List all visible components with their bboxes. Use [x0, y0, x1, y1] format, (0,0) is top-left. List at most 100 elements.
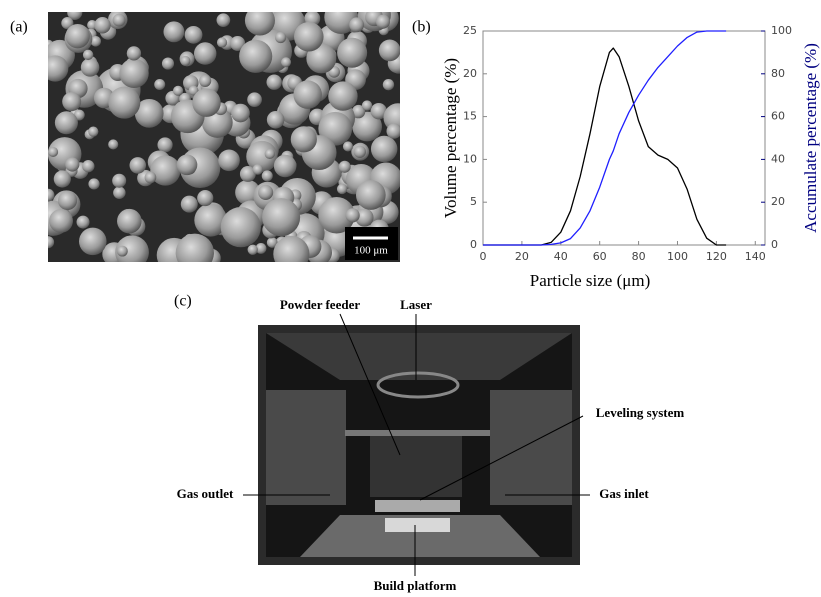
particle [177, 154, 198, 175]
particle [339, 161, 351, 173]
figure: (a) (b) (c) 100 μm Particle size (μm) Vo… [0, 0, 821, 597]
particle [62, 92, 81, 111]
particle [55, 111, 78, 134]
particle [274, 155, 297, 178]
annotation: Powder feeder [280, 297, 360, 312]
y2-tick-label: 0 [771, 238, 778, 251]
y2-tick-label: 60 [771, 110, 785, 123]
particle [337, 38, 367, 68]
x-tick-label: 120 [706, 250, 727, 263]
particle [199, 75, 211, 87]
particle [119, 59, 148, 88]
particle [356, 180, 386, 210]
particle [108, 139, 118, 149]
particle [349, 17, 364, 32]
y2-tick-label: 20 [771, 195, 785, 208]
particle [275, 32, 286, 43]
annotation: Gas outlet [177, 486, 234, 501]
particle [218, 149, 240, 171]
photo [258, 325, 580, 565]
y-tick-label: 25 [463, 24, 477, 37]
particle [197, 190, 213, 206]
x-tick-label: 60 [593, 250, 607, 263]
particle [113, 186, 125, 198]
x-tick-label: 140 [745, 250, 766, 263]
y-tick-label: 20 [463, 67, 477, 80]
particle [362, 100, 372, 110]
particle [157, 137, 172, 152]
annotation: Build platform [374, 578, 457, 593]
data-line [483, 48, 726, 245]
particle [88, 178, 99, 189]
y-tick-label: 15 [463, 110, 477, 123]
particle [252, 164, 263, 175]
particle [376, 15, 390, 29]
particle [176, 234, 214, 272]
y-tick-label: 5 [470, 195, 477, 208]
plot-frame [483, 31, 765, 245]
particle [42, 236, 54, 248]
particle [117, 209, 142, 234]
particle [54, 170, 71, 187]
particle [83, 50, 93, 60]
particle [247, 92, 262, 107]
particle [162, 58, 174, 70]
rail [345, 430, 490, 436]
particle [337, 184, 347, 194]
particle [130, 157, 147, 174]
particle [154, 79, 165, 90]
particle [328, 81, 357, 110]
particle [117, 246, 128, 257]
particle [267, 111, 285, 129]
particle [291, 126, 317, 152]
particle [42, 55, 68, 81]
particle [217, 13, 231, 27]
y-tick-label: 10 [463, 152, 477, 165]
annotation: Laser [400, 297, 432, 312]
particle [221, 207, 261, 247]
y2-tick-label: 100 [771, 24, 792, 37]
x-tick-label: 100 [667, 250, 688, 263]
particle [293, 80, 321, 108]
particle [180, 56, 190, 66]
particle [371, 136, 397, 162]
y2-tick-label: 80 [771, 67, 785, 80]
panel-label: (c) [174, 293, 192, 310]
particle [262, 198, 300, 236]
particle [346, 208, 360, 222]
particle [79, 228, 107, 256]
y-axis-label: Volume percentage (%) [441, 58, 460, 218]
build-platform [385, 518, 450, 532]
y2-tick-label: 40 [771, 152, 785, 165]
particle [112, 174, 126, 188]
particle [82, 160, 94, 172]
particle [262, 170, 273, 181]
leveling-bar [375, 500, 460, 512]
particle [108, 87, 140, 119]
particle [113, 14, 126, 27]
particle [48, 147, 58, 157]
annotation: Leveling system [596, 405, 685, 420]
particle [258, 185, 273, 200]
particle [65, 157, 79, 171]
particle [294, 22, 324, 52]
particle [77, 216, 90, 229]
x-tick-label: 80 [632, 250, 646, 263]
particle [66, 24, 90, 48]
x-axis-label: Particle size (μm) [530, 271, 651, 290]
particle [265, 149, 275, 159]
particle [127, 46, 141, 60]
panel-label: (a) [10, 19, 28, 36]
particle [194, 42, 216, 64]
particle [58, 191, 77, 210]
x-tick-label: 0 [480, 250, 487, 263]
y-tick-label: 0 [470, 238, 477, 251]
particle [217, 37, 227, 47]
particle [192, 88, 220, 116]
y2-axis-label: Accumulate percentage (%) [801, 43, 820, 233]
x-tick-label: 20 [515, 250, 529, 263]
particle [173, 86, 183, 96]
particle [81, 58, 100, 77]
particle [273, 236, 309, 272]
particle [42, 189, 55, 202]
